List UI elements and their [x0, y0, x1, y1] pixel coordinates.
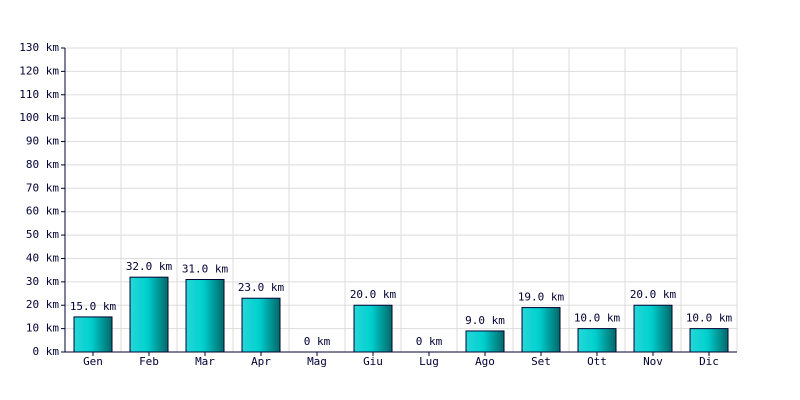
value-label: 15.0 km — [70, 300, 117, 313]
value-label: 23.0 km — [238, 281, 285, 294]
x-tick-label: Dic — [699, 355, 719, 368]
value-label: 10.0 km — [574, 312, 621, 325]
x-tick-label: Nov — [643, 355, 663, 368]
y-tick-label: 30 km — [26, 275, 59, 288]
bar — [521, 307, 561, 353]
value-label: 10.0 km — [686, 312, 733, 325]
value-label: 0 km — [304, 335, 331, 348]
value-label: 19.0 km — [518, 291, 565, 304]
y-tick-label: 40 km — [26, 251, 59, 264]
value-label: 0 km — [416, 335, 443, 348]
x-tick-label: Gen — [83, 355, 103, 368]
value-label: 32.0 km — [126, 260, 173, 273]
y-tick-label: 100 km — [19, 111, 59, 124]
x-tick-label: Mag — [307, 355, 327, 368]
x-tick-label: Feb — [139, 355, 159, 368]
x-tick-label: Apr — [251, 355, 271, 368]
x-tick-label: Giu — [363, 355, 383, 368]
x-tick-label: Lug — [419, 355, 439, 368]
y-tick-label: 90 km — [26, 135, 59, 148]
bar — [353, 304, 393, 353]
y-tick-label: 80 km — [26, 158, 59, 171]
bar — [465, 330, 505, 353]
y-tick-label: 50 km — [26, 228, 59, 241]
y-tick-label: 60 km — [26, 205, 59, 218]
x-tick-label: Ago — [475, 355, 495, 368]
x-tick-label: Set — [531, 355, 551, 368]
x-tick-label: Mar — [195, 355, 215, 368]
y-tick-label: 10 km — [26, 322, 59, 335]
y-tick-label: 110 km — [19, 88, 59, 101]
bar — [689, 328, 729, 353]
bar — [73, 316, 113, 353]
bar — [633, 304, 673, 353]
y-tick-label: 120 km — [19, 64, 59, 77]
x-tick-label: Ott — [587, 355, 607, 368]
bar — [129, 276, 169, 353]
y-tick-label: 0 km — [33, 345, 60, 358]
value-label: 31.0 km — [182, 263, 229, 276]
value-label: 20.0 km — [630, 288, 677, 301]
value-label: 9.0 km — [465, 314, 505, 327]
bar — [577, 328, 617, 353]
y-tick-label: 130 km — [19, 41, 59, 54]
y-tick-label: 70 km — [26, 181, 59, 194]
bar — [241, 297, 281, 353]
y-tick-label: 20 km — [26, 298, 59, 311]
bar — [185, 279, 225, 353]
value-label: 20.0 km — [350, 288, 397, 301]
